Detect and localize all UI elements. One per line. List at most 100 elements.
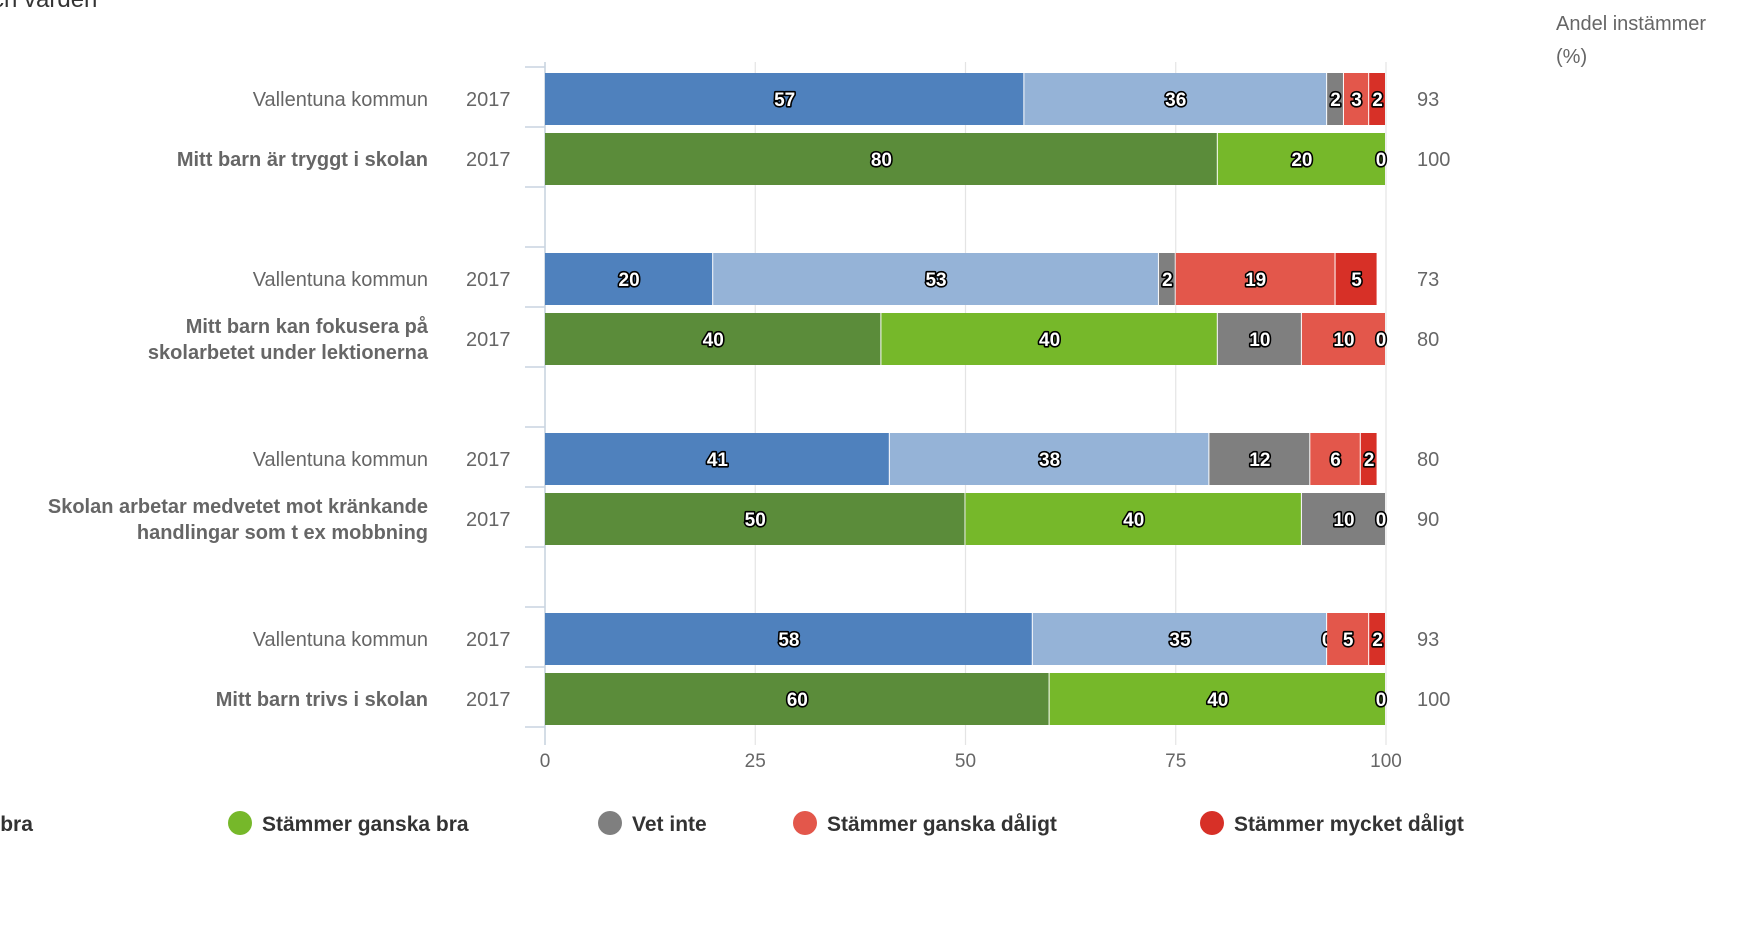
legend-marker — [1200, 811, 1224, 835]
bar-value-label: 40 — [703, 330, 724, 351]
bar-value-label: 10 — [1333, 330, 1354, 351]
x-tick-label: 75 — [1165, 751, 1186, 772]
bar-value-label: 57 — [774, 90, 795, 111]
bar-segment — [1032, 613, 1327, 665]
bar-segment — [1327, 613, 1369, 665]
bar-value-label: 0 — [1376, 690, 1387, 711]
bar-segment — [545, 73, 1024, 125]
row-year: 2017 — [466, 269, 511, 291]
bar-value-label: 20 — [1291, 150, 1312, 171]
row-label: Mitt barn trivs i skolan — [216, 689, 428, 711]
row-year: 2017 — [466, 509, 511, 531]
bar-value-label: 50 — [745, 510, 766, 531]
bar-segment — [545, 613, 1032, 665]
bar-value-label: 36 — [1165, 90, 1186, 111]
bar-segment — [1301, 313, 1385, 365]
bar-segment — [1158, 253, 1175, 305]
bar-value-label: 2 — [1330, 90, 1341, 111]
bar-value-label: 41 — [707, 450, 729, 471]
bar-segment — [1343, 73, 1369, 125]
legend-label: Stämmer mycket dåligt — [1234, 813, 1464, 836]
bar-segment — [1310, 433, 1360, 485]
bar-value-label: 60 — [787, 690, 808, 711]
bar-value-label: 5 — [1343, 630, 1354, 651]
row-label: Vallentuna kommun — [253, 449, 428, 471]
bar-value-label: 5 — [1351, 270, 1362, 291]
bar-value-label: 40 — [1039, 330, 1060, 351]
row-label: Vallentuna kommun — [253, 629, 428, 651]
pct-value: 100 — [1417, 689, 1450, 711]
pct-value: 80 — [1417, 329, 1439, 351]
row-label: Vallentuna kommun — [253, 89, 428, 111]
bar-value-label: 35 — [1169, 630, 1191, 651]
row-year: 2017 — [466, 689, 511, 711]
bar-value-label: 2 — [1364, 450, 1375, 471]
x-tick-label: 25 — [745, 751, 766, 772]
legend-label: Vet inte — [632, 813, 707, 836]
bar-value-label: 40 — [1207, 690, 1228, 711]
row-label: Mitt barn är tryggt i skolan — [177, 149, 428, 171]
bar-value-label: 19 — [1245, 270, 1266, 291]
bar-segment — [1369, 613, 1385, 665]
bar-segment — [545, 673, 1049, 725]
row-label: Mitt barn kan fokusera på — [186, 315, 429, 338]
legend-label: mycket bra — [0, 813, 33, 836]
bar-segment — [1209, 433, 1310, 485]
row-label: Skolan arbetar medvetet mot kränkande — [48, 496, 428, 518]
bar-segment — [1369, 73, 1385, 125]
pct-value: 100 — [1417, 149, 1450, 171]
bar-segment — [713, 253, 1158, 305]
pct-value: 93 — [1417, 629, 1439, 651]
bar-value-label: 6 — [1330, 450, 1341, 471]
row-label: skolarbetet under lektionerna — [148, 342, 429, 364]
row-label: Vallentuna kommun — [253, 269, 428, 291]
bar-segment — [1301, 493, 1385, 545]
legend-marker — [793, 811, 817, 835]
row-year: 2017 — [466, 89, 511, 111]
bar-segment — [1217, 133, 1385, 185]
bar-segment — [545, 493, 965, 545]
bar-segment — [545, 313, 881, 365]
legend-label: Stämmer ganska bra — [262, 813, 469, 836]
legend-label: Stämmer ganska dåligt — [827, 813, 1057, 836]
bar-segment — [545, 433, 889, 485]
bar-segment — [1024, 73, 1327, 125]
bar-segment — [1049, 673, 1385, 725]
bar-segment — [545, 133, 1217, 185]
bar-segment — [1335, 253, 1377, 305]
bar-segment — [889, 433, 1209, 485]
bar-value-label: 58 — [778, 630, 799, 651]
bar-segment — [545, 253, 713, 305]
x-tick-label: 0 — [540, 751, 551, 772]
bar-value-label: 80 — [871, 150, 892, 171]
bar-segment — [881, 313, 1217, 365]
row-year: 2017 — [466, 629, 511, 651]
pct-value: 73 — [1417, 269, 1439, 291]
chart-title: ch värden — [0, 0, 97, 14]
pct-value: 80 — [1417, 449, 1439, 471]
bar-value-label: 10 — [1249, 330, 1270, 351]
bar-segment — [1217, 313, 1301, 365]
bar-segment — [965, 493, 1301, 545]
bar-segment — [1360, 433, 1377, 485]
pct-value: 93 — [1417, 89, 1439, 111]
bar-value-label: 2 — [1372, 630, 1383, 651]
pct-column-header: Andel instämmer (%) — [1556, 13, 1707, 68]
bar-value-label: 0 — [1376, 510, 1387, 531]
bar-value-label: 0 — [1376, 150, 1387, 171]
bar-value-label: 2 — [1162, 270, 1173, 291]
bar-segment — [1175, 253, 1335, 305]
bar-value-label: 12 — [1249, 450, 1270, 471]
bar-value-label: 38 — [1039, 450, 1060, 471]
bar-value-label: 10 — [1333, 510, 1354, 531]
bar-value-label: 40 — [1123, 510, 1144, 531]
bar-value-label: 20 — [619, 270, 640, 291]
row-year: 2017 — [466, 149, 511, 171]
bar-value-label: 53 — [925, 270, 946, 291]
row-year: 2017 — [466, 329, 511, 351]
row-year: 2017 — [466, 449, 511, 471]
row-label: handlingar som t ex mobbning — [137, 522, 428, 544]
legend-marker — [228, 811, 252, 835]
legend-marker — [598, 811, 622, 835]
